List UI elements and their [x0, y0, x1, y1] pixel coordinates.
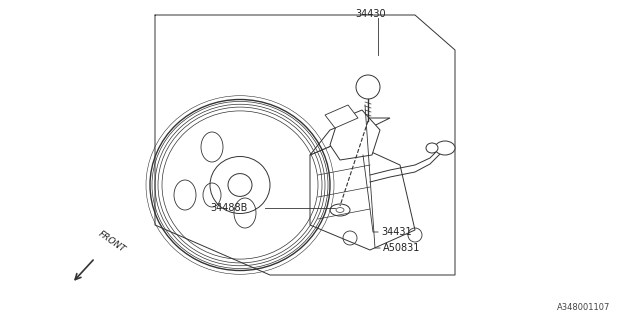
- Text: A348001107: A348001107: [557, 303, 610, 312]
- Polygon shape: [330, 110, 380, 160]
- Polygon shape: [310, 140, 415, 250]
- Text: 34488B: 34488B: [210, 203, 248, 213]
- Ellipse shape: [426, 143, 438, 153]
- Polygon shape: [325, 105, 358, 128]
- Text: FRONT: FRONT: [97, 229, 127, 254]
- Text: 34430: 34430: [355, 9, 386, 19]
- Text: 34431: 34431: [381, 227, 412, 237]
- Polygon shape: [310, 118, 390, 155]
- Ellipse shape: [435, 141, 455, 155]
- Text: A50831: A50831: [383, 243, 420, 253]
